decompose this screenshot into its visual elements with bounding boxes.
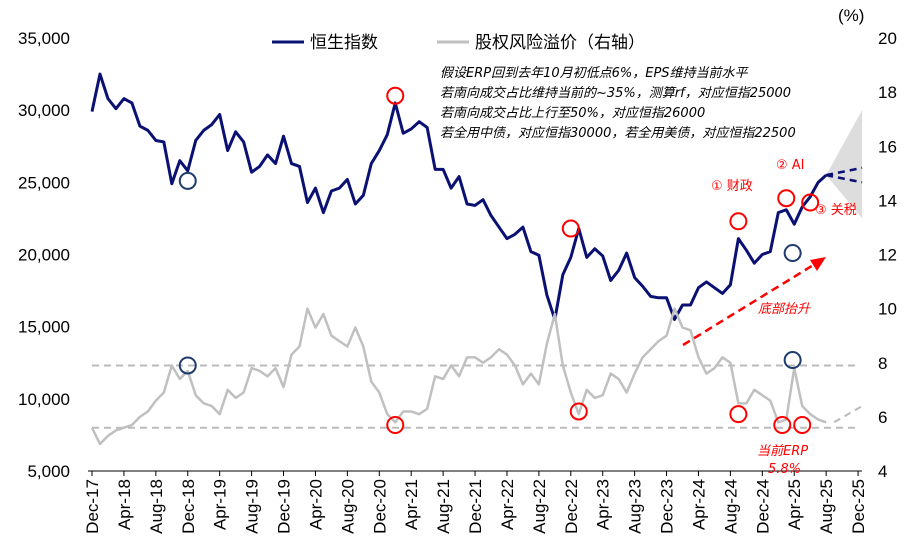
assumption-line: 若南向成交占比维持当前的~35%，测算rf，对应恒指25000 — [440, 86, 792, 101]
y-right-tick-label: 12 — [878, 246, 897, 265]
x-tick-label: Aug-19 — [243, 479, 262, 534]
peak-marker — [386, 86, 405, 105]
legend-erp-label: 股权风险溢价（右轴） — [475, 33, 645, 53]
y-right-tick-label: 20 — [878, 29, 897, 48]
peak-marker — [793, 415, 812, 434]
current-erp-value: 5.8% — [768, 462, 802, 477]
peak-marker — [386, 415, 405, 434]
projection-line — [825, 166, 863, 177]
y-left-tick-label: 5,000 — [27, 462, 70, 481]
peak-marker — [801, 193, 820, 212]
event-tariff-label: ③ 关税 — [815, 203, 857, 218]
x-tick-label: Apr-21 — [402, 479, 421, 530]
x-tick-label: Dec-20 — [370, 479, 389, 534]
x-tick-label: Dec-21 — [466, 479, 485, 534]
trough-marker — [178, 356, 197, 375]
y-left-tick-label: 35,000 — [18, 29, 70, 48]
x-tick-label: Dec-19 — [275, 479, 294, 534]
erp-line — [90, 307, 827, 446]
y-left-tick-label: 15,000 — [18, 318, 70, 337]
x-tick-label: Apr-18 — [115, 479, 134, 530]
peak-marker — [729, 212, 748, 231]
trend-arrowhead — [810, 257, 826, 271]
assumption-line: 若全用中债，对应恒指30000，若全用美债，对应恒指22500 — [440, 126, 796, 141]
x-tick-label: Dec-25 — [849, 479, 868, 534]
y-right-tick-label: 6 — [878, 408, 887, 427]
event-fiscal-label: ① 财政 — [711, 179, 753, 194]
y-left-tick-label: 25,000 — [18, 173, 70, 192]
peak-marker — [561, 219, 580, 238]
x-tick-label: Dec-24 — [753, 479, 772, 534]
peak-marker — [777, 189, 796, 208]
projection-line — [825, 173, 863, 184]
x-tick-label: Dec-18 — [179, 479, 198, 534]
x-tick-label: Apr-24 — [689, 479, 708, 530]
hsi-line — [90, 72, 828, 321]
x-tick-label: Apr-23 — [594, 479, 613, 530]
peak-marker — [773, 415, 792, 434]
x-tick-label: Aug-20 — [338, 479, 357, 534]
erp-projection-line — [833, 405, 863, 424]
x-tick-label: Apr-20 — [306, 479, 325, 530]
x-tick-label: Dec-22 — [562, 479, 581, 534]
current-erp-label: 当前ERP — [757, 444, 809, 459]
event-ai-label: ② AI — [776, 158, 805, 173]
peak-marker — [569, 402, 588, 421]
x-tick-label: Dec-17 — [83, 479, 102, 534]
x-tick-label: Aug-22 — [530, 479, 549, 534]
trend-label: 底部抬升 — [758, 302, 811, 317]
peak-marker — [729, 405, 748, 424]
x-tick-label: Aug-23 — [626, 479, 645, 534]
trough-marker — [783, 244, 802, 263]
y-right-tick-label: 14 — [878, 191, 897, 210]
x-tick-label: Apr-25 — [785, 479, 804, 530]
x-tick-label: Aug-18 — [147, 479, 166, 534]
y-left-tick-label: 10,000 — [18, 390, 70, 409]
trough-marker — [178, 171, 197, 190]
y-left-tick-label: 20,000 — [18, 246, 70, 265]
y-right-tick-label: 8 — [878, 354, 887, 373]
x-tick-label: Aug-21 — [434, 479, 453, 534]
x-tick-label: Dec-23 — [658, 479, 677, 534]
assumption-line: 若南向成交占比上行至50%，对应恒指26000 — [440, 106, 706, 121]
y-right-tick-label: 4 — [878, 462, 887, 481]
x-tick-label: Apr-22 — [498, 479, 517, 530]
legend-hsi-label: 恒生指数 — [310, 33, 378, 53]
projection-band — [826, 110, 863, 219]
y-left-tick-label: 30,000 — [18, 101, 70, 120]
y-right-tick-label: 16 — [878, 137, 897, 156]
y-right-tick-label: 18 — [878, 83, 897, 102]
x-tick-label: Aug-25 — [817, 479, 836, 534]
right-axis-unit: (%) — [838, 6, 865, 25]
x-tick-label: Aug-24 — [721, 479, 740, 534]
y-right-tick-label: 10 — [878, 300, 897, 319]
assumption-notes: 假设ERP回到去年10月初低点6%，EPS维持当前水平 若南向成交占比维持当前的… — [440, 64, 796, 144]
assumption-line: 假设ERP回到去年10月初低点6%，EPS维持当前水平 — [440, 66, 748, 81]
x-tick-label: Apr-19 — [211, 479, 230, 530]
trough-marker — [783, 351, 802, 370]
